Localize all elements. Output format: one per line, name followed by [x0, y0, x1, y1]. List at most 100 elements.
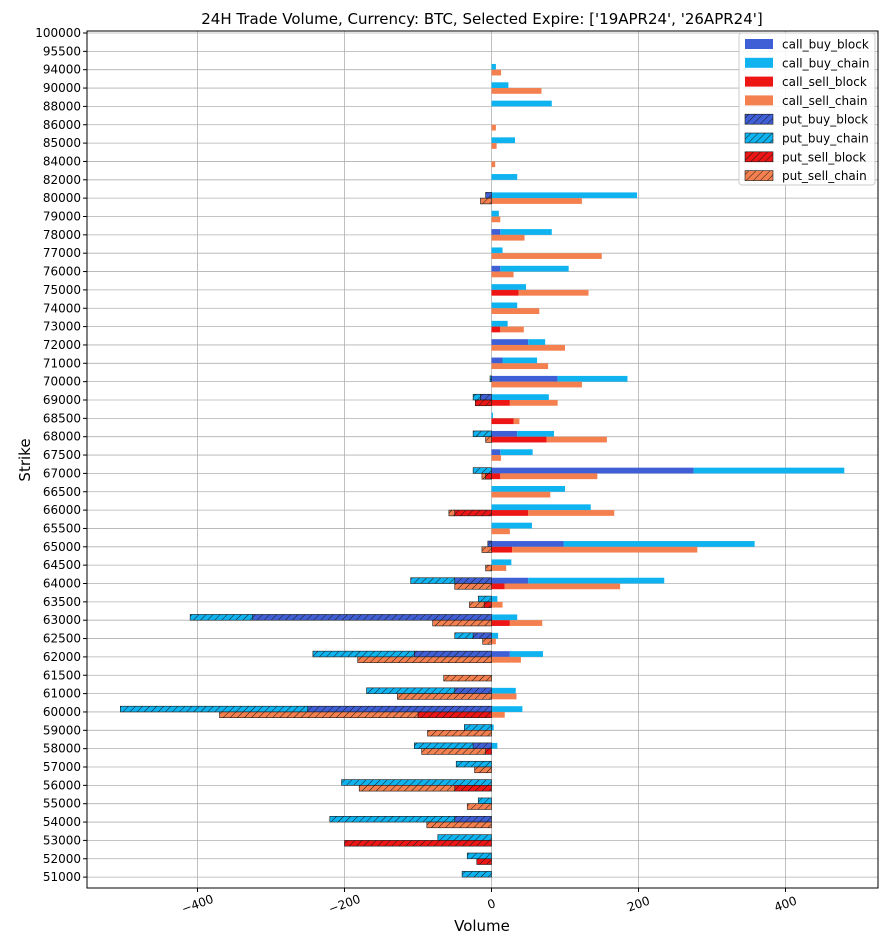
- bar-call_sell_chain-65500: [491, 528, 510, 535]
- bar-call_sell_chain-66500: [491, 491, 551, 498]
- bar-call_buy_chain-64500: [491, 559, 512, 566]
- y-tick-label: 71000: [43, 356, 81, 370]
- bar-call_buy_chain-72000: [528, 339, 546, 345]
- bar-call_buy_block-72000: [491, 339, 529, 345]
- x-tick-label: −400: [180, 892, 216, 916]
- legend-label-put_buy_block: put_buy_block: [782, 113, 868, 127]
- bar-call_sell_block-66000: [491, 510, 529, 516]
- bar-call_sell_chain-70000: [491, 381, 582, 388]
- bar-call_buy_chain-62500: [491, 632, 499, 639]
- x-axis-label: Volume: [454, 917, 510, 935]
- y-tick-label: 95500: [43, 44, 81, 58]
- bar-call_sell_chain-65000: [512, 546, 698, 553]
- x-tick-label: 200: [625, 894, 651, 915]
- y-tick-label: 60000: [43, 705, 81, 719]
- y-tick-label: 63500: [43, 595, 81, 609]
- bar-put_sell_chain-61500-hatch: [443, 674, 492, 682]
- y-tick-label: 64500: [43, 558, 81, 572]
- legend: call_buy_block call_buy_chain call_sell_bl…: [738, 32, 876, 186]
- bar-call_sell_chain-94000: [491, 69, 502, 76]
- bar-put_buy_chain-70000-hatch: [489, 375, 492, 382]
- y-axis-ticks: 100000 95500 94000 90000 88000 86000 85000 8400…: [35, 26, 87, 884]
- bar-call_buy_chain-75000: [491, 284, 527, 290]
- y-tick-label: 65500: [43, 521, 81, 535]
- bar-call_sell_block-75000: [491, 289, 519, 296]
- y-tick-label: 63000: [43, 613, 81, 627]
- y-tick-label: 94000: [43, 63, 81, 77]
- bar-call_sell_chain-62000: [491, 656, 521, 663]
- y-tick-label: 59000: [43, 723, 81, 737]
- bar-call_buy_chain-59000: [491, 724, 494, 731]
- bar-put_sell_chain-61000-hatch: [397, 693, 492, 700]
- bar-call_sell_chain-67500: [491, 455, 502, 461]
- bar-call_sell_chain-79000: [491, 216, 501, 223]
- y-tick-label: 58000: [43, 742, 81, 756]
- y-tick-label: 62500: [43, 632, 81, 646]
- bar-call_buy_chain-63000: [491, 614, 518, 621]
- y-tick-label: 68000: [43, 430, 81, 444]
- bar-call_buy_chain-65000: [563, 541, 755, 547]
- legend-swatch-call_buy_chain: [745, 57, 773, 68]
- bar-put_buy_block-65000-hatch: [487, 540, 492, 548]
- x-tick-label: 400: [772, 894, 798, 915]
- legend-label-put_sell_chain: put_sell_chain: [782, 169, 867, 183]
- bar-call_sell_block-65000: [491, 546, 513, 553]
- x-tick-label: 0: [486, 896, 498, 912]
- y-tick-label: 61000: [43, 687, 81, 701]
- x-axis-ticks: −400 −200 0 200 400: [180, 888, 799, 916]
- bar-call_sell_chain-64500: [491, 565, 507, 571]
- bar-call_sell_chain-68500: [513, 418, 520, 425]
- bar-call_sell_block-69000: [491, 400, 510, 406]
- bar-call_sell_chain-77000: [491, 253, 602, 259]
- y-tick-label: 73000: [43, 320, 81, 334]
- bar-put_sell_chain-65000-hatch: [481, 546, 492, 553]
- bar-call_buy_chain-67500: [500, 449, 533, 456]
- bar-put_sell_chain-55000-hatch: [466, 803, 492, 810]
- bar-put_sell_chain-67000-hatch: [481, 473, 486, 480]
- y-tick-label: 54000: [43, 815, 81, 829]
- bar-call_sell_chain-63500: [491, 601, 503, 608]
- legend-box: [738, 32, 876, 186]
- y-tick-label: 64000: [43, 577, 81, 591]
- y-tick-label: 79000: [43, 210, 81, 224]
- y-tick-label: 80000: [43, 191, 81, 205]
- y-tick-label: 77000: [43, 246, 81, 260]
- bar-call_buy_chain-76000: [500, 265, 569, 272]
- bar-put_sell_block-56000-hatch: [454, 785, 492, 792]
- bar-put_buy_block-60000-hatch: [307, 705, 492, 713]
- y-tick-label: 67000: [43, 466, 81, 480]
- bar-call_buy_block-67000: [491, 467, 694, 474]
- bar-call_buy_chain-77000: [491, 247, 503, 254]
- bar-put_buy_chain-57000-hatch: [455, 760, 492, 768]
- bar-call_sell_chain-69000: [509, 400, 558, 406]
- bar-put_buy_block-63000-hatch: [252, 614, 492, 621]
- bar-call_sell_chain-85000: [491, 143, 497, 149]
- y-axis-label: Strike: [16, 438, 34, 481]
- bar-put_buy_chain-62500-hatch: [454, 632, 474, 639]
- bar-put_buy_chain-63500-hatch: [477, 595, 492, 603]
- bar-put_buy_chain-61000-hatch: [366, 687, 456, 694]
- bar-put_sell_block-67000-hatch: [485, 473, 492, 480]
- bar-put_buy_chain-68000-hatch: [472, 430, 492, 438]
- bar-put_buy_chain-56000-hatch: [341, 779, 492, 786]
- bar-call_buy_chain-58000: [491, 742, 498, 749]
- bar-put_buy_chain-55000-hatch: [477, 797, 492, 805]
- bar-call_sell_chain-62500: [491, 638, 496, 645]
- bar-put_sell_chain-54000-hatch: [426, 821, 492, 829]
- x-tick-label: −200: [327, 892, 363, 916]
- bar-call_sell_chain-90000: [491, 88, 542, 94]
- y-tick-label: 66500: [43, 485, 81, 499]
- bar-put_buy_chain-53000-hatch: [437, 834, 492, 841]
- y-tick-label: 56000: [43, 778, 81, 792]
- plot-frame: [86, 30, 879, 889]
- bar-put_buy_block-54000-hatch: [454, 815, 492, 823]
- bar-call_buy_chain-80000: [491, 192, 638, 199]
- bar-call_sell_chain-60000: [491, 711, 505, 718]
- bar-call_sell_chain-66000: [528, 510, 615, 516]
- y-tick-label: 82000: [43, 173, 81, 187]
- bar-put_sell_block-66000-hatch: [454, 509, 492, 517]
- bar-put_sell_chain-64000-hatch: [454, 583, 492, 590]
- bar-call_sell_chain-68000: [546, 436, 607, 443]
- bar-call_buy_chain-64000: [528, 577, 665, 584]
- bar-call_buy_chain-65500: [491, 522, 532, 529]
